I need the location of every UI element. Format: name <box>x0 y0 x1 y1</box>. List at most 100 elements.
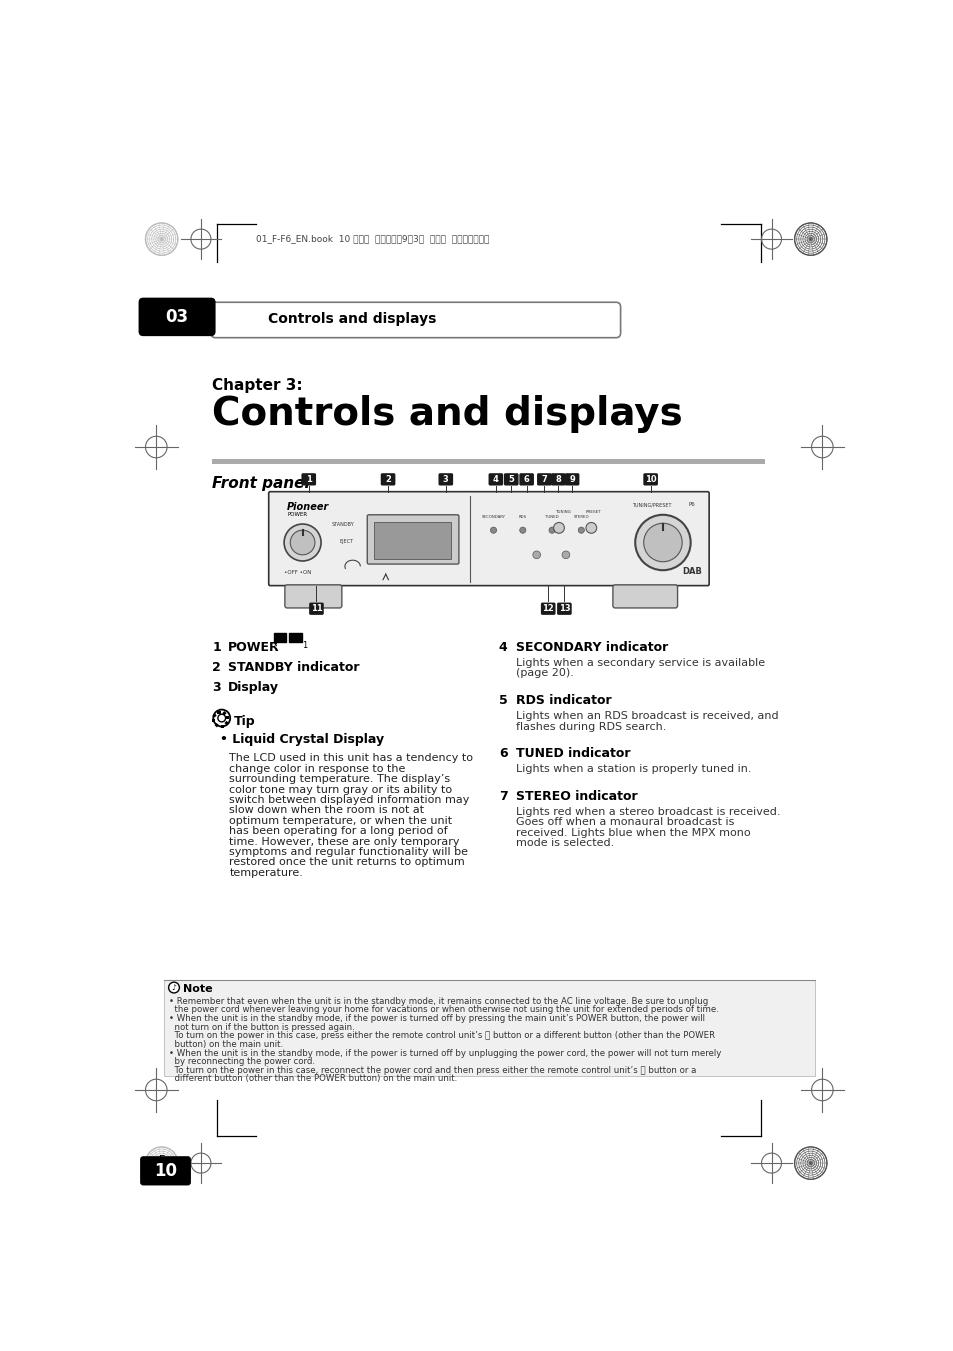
Bar <box>164 979 814 1077</box>
FancyBboxPatch shape <box>438 473 453 485</box>
Text: 1: 1 <box>302 642 308 650</box>
Bar <box>374 521 451 559</box>
FancyBboxPatch shape <box>488 473 502 485</box>
Circle shape <box>284 524 321 561</box>
Text: POWER: POWER <box>287 512 307 516</box>
FancyBboxPatch shape <box>138 297 215 336</box>
FancyBboxPatch shape <box>518 473 534 485</box>
Text: 01_F-F6_EN.book  10 ページ  ２００７年9月3日  月曜日  午後１時５８分: 01_F-F6_EN.book 10 ページ ２００７年9月3日 月曜日 午後１… <box>256 235 489 243</box>
FancyBboxPatch shape <box>274 634 286 642</box>
Text: STEREO: STEREO <box>573 515 589 519</box>
Text: TUNED: TUNED <box>545 515 558 519</box>
Text: Lights red when a stereo broadcast is received.: Lights red when a stereo broadcast is re… <box>516 807 780 817</box>
Text: 12: 12 <box>541 604 554 613</box>
Text: EJECT: EJECT <box>339 539 354 544</box>
Text: 5: 5 <box>508 474 514 484</box>
Text: optimum temperature, or when the unit: optimum temperature, or when the unit <box>229 816 452 825</box>
FancyBboxPatch shape <box>557 603 571 615</box>
FancyBboxPatch shape <box>211 303 620 338</box>
Bar <box>226 716 229 719</box>
Text: 6: 6 <box>523 474 529 484</box>
Text: mode is selected.: mode is selected. <box>516 838 614 848</box>
Text: 10: 10 <box>153 1162 177 1179</box>
Text: SECONDARY: SECONDARY <box>481 515 505 519</box>
Text: Note: Note <box>183 985 213 994</box>
Text: slow down when the room is not at: slow down when the room is not at <box>229 805 424 816</box>
Text: 6: 6 <box>498 747 507 761</box>
Text: Lights when a secondary service is available: Lights when a secondary service is avail… <box>516 658 764 667</box>
Text: 10: 10 <box>644 474 656 484</box>
Text: P6: P6 <box>688 503 695 508</box>
Text: the power cord whenever leaving your home for vacations or when otherwise not us: the power cord whenever leaving your hom… <box>170 1005 719 1015</box>
Text: Lights when an RDS broadcast is received, and: Lights when an RDS broadcast is received… <box>516 711 778 721</box>
Text: STEREO indicator: STEREO indicator <box>516 790 637 802</box>
Text: 2: 2 <box>385 474 391 484</box>
Text: 11: 11 <box>311 604 322 613</box>
FancyBboxPatch shape <box>380 473 395 485</box>
Bar <box>222 711 226 716</box>
Bar <box>214 723 219 727</box>
FancyBboxPatch shape <box>140 1156 191 1185</box>
Text: DAB: DAB <box>681 567 701 577</box>
Text: Chapter 3:: Chapter 3: <box>213 378 303 393</box>
Text: flashes during RDS search.: flashes during RDS search. <box>516 721 665 731</box>
Text: 8: 8 <box>555 474 560 484</box>
Text: change color in response to the: change color in response to the <box>229 763 405 774</box>
Circle shape <box>578 527 584 534</box>
Text: by reconnecting the power cord.: by reconnecting the power cord. <box>170 1058 315 1066</box>
Circle shape <box>585 523 596 534</box>
Text: 2: 2 <box>213 661 221 674</box>
Text: SECONDARY indicator: SECONDARY indicator <box>516 642 667 654</box>
Text: Pioneer: Pioneer <box>287 503 329 512</box>
Text: 5: 5 <box>498 694 507 707</box>
Circle shape <box>519 527 525 534</box>
Text: TUNED indicator: TUNED indicator <box>516 747 630 761</box>
Text: received. Lights blue when the MPX mono: received. Lights blue when the MPX mono <box>516 828 750 838</box>
Text: STANDBY indicator: STANDBY indicator <box>228 661 359 674</box>
Text: STANDBY: STANDBY <box>332 523 355 527</box>
FancyBboxPatch shape <box>564 473 578 485</box>
Circle shape <box>561 551 569 559</box>
FancyBboxPatch shape <box>540 603 555 615</box>
Text: To turn on the power in this case, reconnect the power cord and then press eithe: To turn on the power in this case, recon… <box>170 1066 696 1075</box>
Circle shape <box>169 982 179 993</box>
Text: different button (other than the POWER button) on the main unit.: different button (other than the POWER b… <box>170 1074 457 1084</box>
Text: (page 20).: (page 20). <box>516 669 573 678</box>
Text: Goes off when a monaural broadcast is: Goes off when a monaural broadcast is <box>516 817 734 827</box>
Circle shape <box>217 715 225 721</box>
Text: En: En <box>159 1155 172 1165</box>
Circle shape <box>533 551 540 559</box>
FancyBboxPatch shape <box>612 585 677 608</box>
Text: The LCD used in this unit has a tendency to: The LCD used in this unit has a tendency… <box>229 754 473 763</box>
Text: Tip: Tip <box>233 715 255 728</box>
FancyBboxPatch shape <box>301 473 315 485</box>
Text: Front panel: Front panel <box>213 477 310 492</box>
Bar <box>213 713 216 717</box>
Text: 13: 13 <box>558 604 570 613</box>
Text: 3: 3 <box>213 681 221 694</box>
Text: time. However, these are only temporary: time. However, these are only temporary <box>229 836 459 847</box>
Text: RDS indicator: RDS indicator <box>516 694 611 707</box>
Text: 9: 9 <box>569 474 575 484</box>
Text: TUNING: TUNING <box>555 511 570 515</box>
Text: button) on the main unit.: button) on the main unit. <box>170 1040 283 1048</box>
Text: Display: Display <box>228 681 278 694</box>
Text: Controls and displays: Controls and displays <box>268 312 436 326</box>
Text: color tone may turn gray or its ability to: color tone may turn gray or its ability … <box>229 785 452 794</box>
Text: ♪: ♪ <box>172 984 176 992</box>
Text: ON: ON <box>291 644 300 648</box>
Circle shape <box>635 515 690 570</box>
Text: To turn on the power in this case, press either the remote control unit’s ⓘ butt: To turn on the power in this case, press… <box>170 1031 715 1040</box>
Text: TUNING/PRESET: TUNING/PRESET <box>631 503 671 508</box>
Text: • Remember that even when the unit is in the standby mode, it remains connected : • Remember that even when the unit is in… <box>170 997 708 1005</box>
FancyBboxPatch shape <box>367 515 458 565</box>
Circle shape <box>643 523 681 562</box>
Text: OFF: OFF <box>274 644 286 648</box>
Circle shape <box>213 709 230 727</box>
Bar <box>220 724 223 728</box>
Circle shape <box>290 530 314 555</box>
Text: 7: 7 <box>498 790 507 802</box>
Text: • Liquid Crystal Display: • Liquid Crystal Display <box>220 734 384 747</box>
Bar <box>224 721 229 725</box>
Text: symptoms and regular functionality will be: symptoms and regular functionality will … <box>229 847 468 857</box>
